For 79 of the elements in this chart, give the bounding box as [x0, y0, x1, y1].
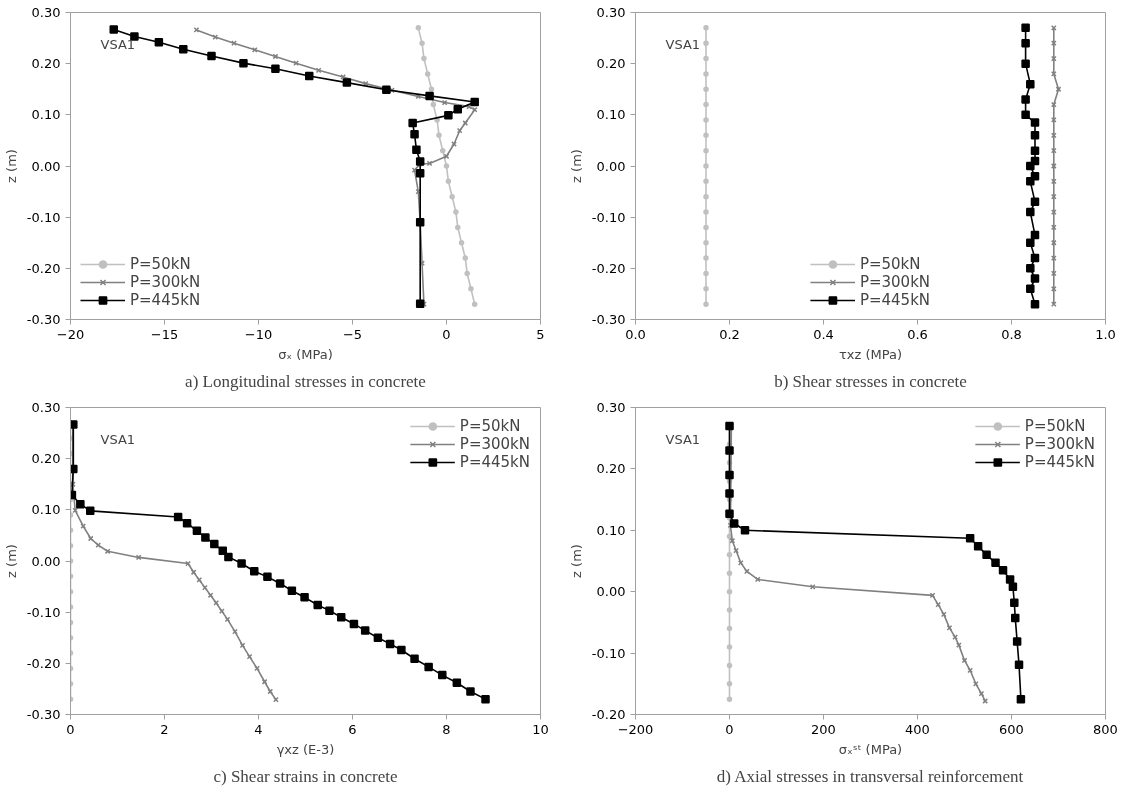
- text: d) Axial stresses in transversal reinforcement: [716, 766, 1024, 786]
- y-tick-label: -0.10: [591, 209, 626, 225]
- y-tick-label: -0.10: [26, 209, 61, 225]
- y-axis-title: z (m): [568, 544, 584, 578]
- x-tick-label: 800: [1093, 721, 1118, 737]
- x-tick-label: −10: [244, 326, 273, 342]
- legend-label: P=300kN: [1024, 435, 1095, 453]
- x-axis-title: σₓˢᵗ (MPa): [838, 741, 903, 757]
- y-tick-label: -0.30: [26, 312, 61, 327]
- legend-label: P=50kN: [459, 417, 521, 435]
- text: a) Longitudinal stresses in concrete: [185, 371, 426, 391]
- y-tick-label: -0.20: [591, 707, 626, 722]
- x-tick-label: 0: [66, 721, 75, 737]
- y-tick-label: 0.20: [596, 56, 626, 72]
- annotation: VSA1: [665, 432, 701, 447]
- x-tick-label: 0.8: [1001, 326, 1022, 342]
- y-tick-label: 0.20: [596, 461, 626, 477]
- x-tick-label: 8: [442, 721, 451, 737]
- legend-label: P=445kN: [459, 453, 530, 471]
- legend-label: P=300kN: [130, 273, 201, 291]
- y-tick-label: 0.10: [596, 107, 626, 123]
- y-tick-label: -0.20: [26, 260, 61, 276]
- text: b) Shear stresses in concrete: [774, 371, 967, 391]
- x-tick-label: 200: [811, 721, 836, 737]
- annotation: VSA1: [665, 37, 701, 52]
- legend-label: P=445kN: [859, 291, 931, 309]
- x-tick-label: 2: [160, 721, 169, 737]
- y-tick-label: -0.20: [26, 655, 61, 671]
- y-axis-title: z (m): [3, 149, 19, 183]
- y-tick-label: -0.10: [26, 604, 61, 620]
- legend-label: P=50kN: [859, 255, 921, 273]
- y-tick-label: 0.20: [31, 451, 61, 467]
- y-tick-label: 0.10: [31, 502, 61, 518]
- x-tick-label: 0: [442, 326, 451, 342]
- x-axis-title: γxz (E-3): [276, 741, 335, 757]
- y-tick-label: 0.30: [31, 5, 61, 20]
- y-tick-label: -0.10: [591, 645, 626, 661]
- x-tick-label: 0.6: [907, 326, 928, 342]
- y-tick-label: 0.00: [31, 553, 61, 569]
- y-tick-label: 0.00: [31, 158, 61, 174]
- y-tick-label: 0.10: [31, 107, 61, 123]
- x-tick-label: 4: [254, 721, 263, 737]
- x-tick-label: 0.0: [625, 326, 646, 342]
- y-tick-label: -0.30: [26, 707, 61, 722]
- y-tick-label: -0.30: [591, 312, 626, 327]
- annotation: VSA1: [100, 37, 136, 52]
- y-tick-label: 0.00: [596, 158, 626, 174]
- y-tick-label: 0.30: [596, 5, 626, 20]
- y-axis-title: z (m): [3, 544, 19, 578]
- x-tick-label: 600: [999, 721, 1024, 737]
- y-tick-label: 0.20: [31, 56, 61, 72]
- legend-label: P=445kN: [1024, 453, 1095, 471]
- y-tick-label: 0.00: [596, 584, 626, 600]
- y-tick-label: 0.10: [596, 522, 626, 538]
- text: c) Shear strains in concrete: [213, 766, 398, 786]
- x-tick-label: −15: [150, 326, 179, 342]
- x-tick-label: 6: [348, 721, 357, 737]
- x-tick-label: −200: [617, 721, 654, 737]
- x-tick-label: −5: [342, 326, 363, 342]
- y-tick-label: 0.30: [31, 400, 61, 415]
- y-axis-title: z (m): [568, 149, 584, 183]
- annotation: VSA1: [100, 432, 136, 447]
- x-tick-label: 10: [532, 721, 549, 737]
- legend-label: P=300kN: [859, 273, 931, 291]
- legend-label: P=50kN: [1024, 417, 1086, 435]
- x-tick-label: 0: [725, 721, 734, 737]
- y-tick-label: -0.20: [591, 260, 626, 276]
- legend-label: P=300kN: [459, 435, 530, 453]
- legend-label: P=50kN: [130, 255, 191, 273]
- x-tick-label: 400: [905, 721, 930, 737]
- x-tick-label: −20: [56, 326, 85, 342]
- y-tick-label: 0.30: [596, 400, 626, 415]
- x-tick-label: 1.0: [1095, 326, 1116, 342]
- x-tick-label: 0.4: [813, 326, 834, 342]
- x-axis-title: σₓ (MPa): [278, 346, 333, 362]
- x-axis-title: τxz (MPa): [838, 346, 903, 362]
- x-tick-label: 5: [536, 326, 545, 342]
- legend-label: P=445kN: [130, 291, 201, 309]
- x-tick-label: 0.2: [719, 326, 740, 342]
